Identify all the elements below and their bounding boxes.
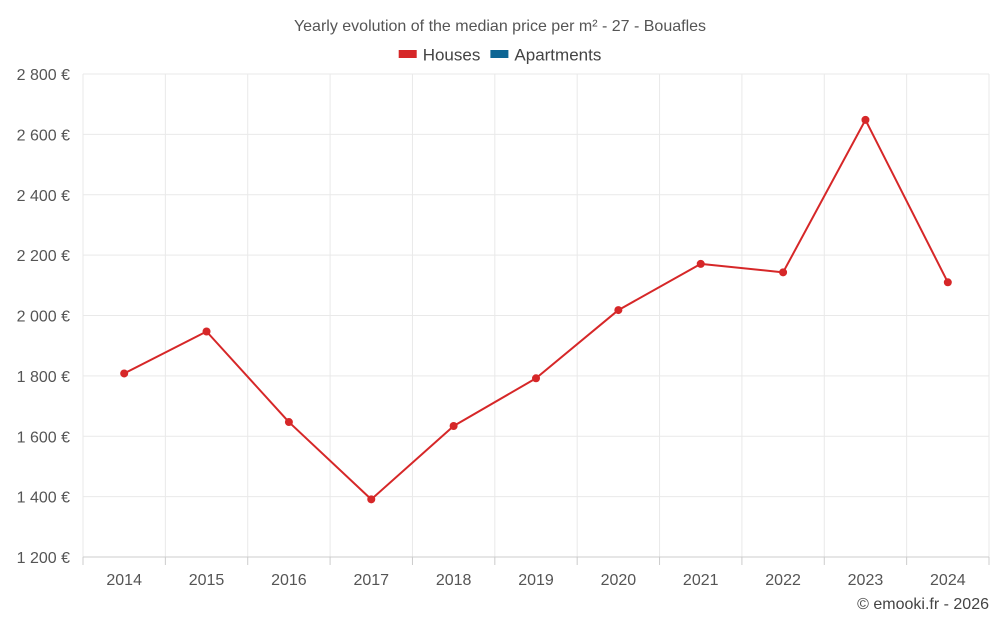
x-tick-label: 2024	[930, 572, 966, 589]
y-tick-label: 1 400 €	[17, 490, 70, 507]
x-tick-label: 2015	[189, 572, 225, 589]
x-tick-label: 2021	[683, 572, 719, 589]
y-tick-label: 2 000 €	[17, 309, 70, 326]
data-point	[367, 495, 376, 504]
data-point	[284, 418, 293, 427]
legend: Houses Apartments	[398, 45, 601, 64]
x-axis: 2014 2015 2016 2017 2018 2019 2020 2021 2022 2023…	[82, 556, 990, 589]
legend-label: Houses	[423, 45, 481, 64]
y-axis: 1 200 € 1 400 € 1 600 € 1 800 € 2 000 € 2 200…	[17, 67, 70, 567]
y-tick-label: 2 800 €	[17, 67, 70, 84]
data-point	[614, 306, 623, 315]
legend-swatch	[398, 50, 417, 58]
x-tick-label: 2014	[106, 572, 142, 589]
data-point	[779, 268, 788, 277]
data-point	[861, 115, 870, 124]
data-point	[696, 259, 705, 268]
y-tick-label: 1 800 €	[17, 369, 70, 386]
legend-swatch	[490, 50, 509, 58]
x-tick-label: 2019	[518, 572, 554, 589]
grid	[82, 73, 990, 557]
x-tick-label: 2020	[601, 572, 637, 589]
credit-text: © emooki.fr - 2026	[857, 596, 989, 613]
x-tick-label: 2016	[271, 572, 307, 589]
x-tick-label: 2023	[848, 572, 884, 589]
x-tick-label: 2018	[436, 572, 472, 589]
chart-title: Yearly evolution of the median price per…	[294, 18, 706, 35]
data-point	[202, 327, 211, 336]
data-point	[449, 421, 458, 430]
legend-item-houses: Houses	[398, 45, 481, 64]
y-tick-label: 1 600 €	[17, 429, 70, 446]
series-layer	[120, 115, 952, 504]
data-point	[532, 374, 540, 383]
y-tick-label: 1 200 €	[17, 550, 70, 567]
y-tick-label: 2 600 €	[17, 127, 70, 144]
data-point	[943, 278, 952, 287]
data-point	[120, 369, 129, 378]
x-tick-label: 2017	[353, 572, 389, 589]
y-tick-label: 2 400 €	[17, 188, 70, 205]
legend-item-apartments: Apartments	[490, 45, 601, 64]
x-tick-label: 2022	[765, 572, 801, 589]
legend-label: Apartments	[514, 45, 601, 64]
y-tick-label: 2 200 €	[17, 248, 70, 265]
